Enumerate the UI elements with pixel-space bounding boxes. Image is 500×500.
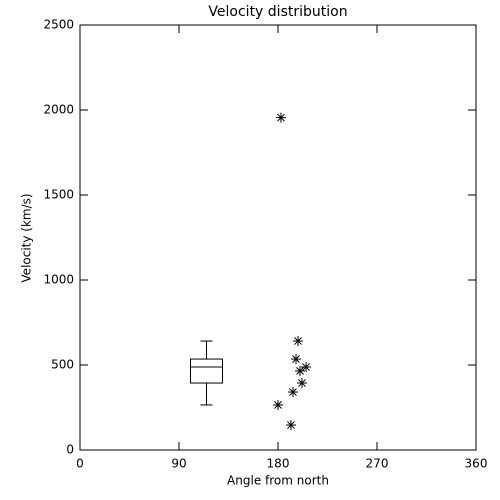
point-stroke <box>274 401 282 409</box>
x-tick-label: 180 <box>267 457 290 471</box>
point <box>301 362 312 373</box>
point <box>295 365 305 376</box>
x-axis-label: Angle from north <box>227 474 329 488</box>
point-stroke <box>302 363 310 371</box>
y-tick-label: 0 <box>66 443 74 457</box>
x-tick-label: 360 <box>465 457 488 471</box>
chart-title: Velocity distribution <box>208 4 347 20</box>
point <box>285 420 296 431</box>
y-tick-label: 2500 <box>43 18 74 32</box>
point-stroke <box>287 421 295 429</box>
point <box>287 387 298 398</box>
point-stroke <box>277 113 285 122</box>
y-tick-label: 1500 <box>43 188 74 202</box>
y-tick-label: 500 <box>51 358 74 372</box>
point-stroke <box>294 337 302 345</box>
y-tick-label: 1000 <box>43 273 74 287</box>
point-stroke <box>298 379 306 387</box>
point-stroke <box>289 388 297 396</box>
point <box>275 112 286 123</box>
point <box>291 354 302 365</box>
y-tick-label: 2000 <box>43 103 74 117</box>
point <box>293 336 304 347</box>
x-tick-label: 90 <box>171 457 186 471</box>
x-tick-label: 0 <box>76 457 84 471</box>
point <box>296 378 307 389</box>
point-stroke <box>292 355 300 363</box>
point <box>273 399 283 410</box>
y-axis-label: Velocity (km/s) <box>20 193 34 282</box>
point-stroke <box>296 367 304 375</box>
x-tick-label: 270 <box>366 457 389 471</box>
plot-frame <box>79 24 477 451</box>
box-body <box>190 358 223 384</box>
